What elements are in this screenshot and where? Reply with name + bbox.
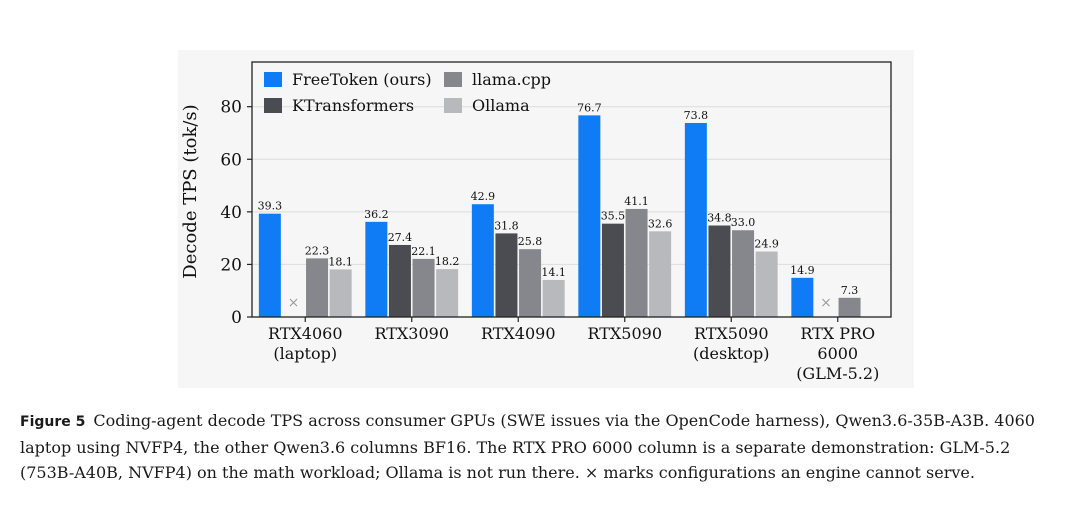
data-label: 35.5 bbox=[601, 210, 626, 223]
y-tick-label: 60 bbox=[220, 150, 242, 170]
y-axis-label: Decode TPS (tok/s) bbox=[180, 104, 201, 278]
bar-freetoken-ours bbox=[471, 204, 494, 317]
legend-label: KTransformers bbox=[292, 96, 414, 115]
x-tick-label: RTX5090 bbox=[694, 324, 769, 343]
data-label: 32.6 bbox=[648, 217, 673, 230]
legend-swatch bbox=[264, 72, 282, 87]
data-label: 25.8 bbox=[518, 235, 543, 248]
bar-freetoken-ours bbox=[791, 277, 814, 317]
legend-label: FreeToken (ours) bbox=[292, 70, 432, 89]
x-tick-label: 6000 bbox=[817, 344, 858, 363]
bar-llama-cpp bbox=[838, 297, 861, 317]
bar-ollama bbox=[436, 269, 459, 317]
legend-swatch bbox=[444, 98, 462, 113]
x-tick-label: RTX3090 bbox=[374, 324, 449, 343]
x-tick-label: (laptop) bbox=[273, 344, 337, 363]
bar-ktransformers bbox=[495, 233, 518, 317]
data-label: 22.1 bbox=[411, 245, 436, 258]
bar-llama-cpp bbox=[732, 230, 755, 317]
x-tick-label: RTX4090 bbox=[481, 324, 556, 343]
bar-ktransformers bbox=[708, 225, 731, 317]
bar-freetoken-ours bbox=[365, 221, 388, 317]
data-label: 36.2 bbox=[364, 208, 389, 221]
figure-panel: 39.3 36.2 42.9 76.7 73.8 14.9 27.4 31.8 35.5 34.8… bbox=[178, 50, 914, 388]
bar-freetoken-ours bbox=[258, 213, 281, 317]
y-tick-label: 20 bbox=[220, 255, 242, 275]
data-label: 42.9 bbox=[471, 190, 496, 203]
data-label: 24.9 bbox=[754, 238, 779, 251]
bar-ollama bbox=[542, 279, 565, 317]
data-label: 73.8 bbox=[684, 109, 709, 122]
bar-llama-cpp bbox=[625, 208, 648, 317]
data-label: 18.1 bbox=[328, 255, 353, 268]
bar-freetoken-ours bbox=[578, 115, 601, 317]
figure-label: Figure 5 bbox=[20, 414, 86, 430]
y-tick-label: 40 bbox=[220, 203, 242, 223]
data-label: 33.0 bbox=[731, 216, 756, 229]
data-label: 7.3 bbox=[841, 284, 859, 297]
data-label: 41.1 bbox=[624, 195, 649, 208]
legend-label: Ollama bbox=[472, 96, 530, 115]
bar-ollama bbox=[329, 269, 352, 317]
bar-llama-cpp bbox=[519, 249, 542, 317]
legend-label: llama.cpp bbox=[472, 70, 551, 89]
y-tick-label: 0 bbox=[231, 308, 242, 328]
unserved-marker: × bbox=[288, 295, 300, 311]
bar-llama-cpp bbox=[412, 258, 435, 317]
data-label: 76.7 bbox=[577, 101, 602, 114]
bar-llama-cpp bbox=[306, 258, 329, 317]
bar-ktransformers bbox=[388, 244, 411, 317]
data-label: 18.2 bbox=[435, 255, 460, 268]
x-tick-label: RTX4060 bbox=[268, 324, 343, 343]
data-label: 14.9 bbox=[790, 264, 815, 277]
data-label: 14.1 bbox=[541, 266, 566, 279]
bar-ktransformers bbox=[601, 223, 624, 317]
unserved-marker: × bbox=[820, 295, 832, 311]
data-label: 31.8 bbox=[494, 219, 519, 232]
bar-freetoken-ours bbox=[684, 122, 707, 318]
legend-swatch bbox=[264, 98, 282, 113]
x-tick-label: (desktop) bbox=[693, 344, 769, 363]
figure-caption: Figure 5 Coding-agent decode TPS across c… bbox=[20, 408, 1060, 485]
bar-ollama bbox=[649, 231, 672, 317]
x-tick-label: (GLM-5.2) bbox=[796, 364, 879, 383]
data-label: 22.3 bbox=[305, 244, 330, 257]
y-tick-label: 80 bbox=[220, 98, 242, 118]
bar-ollama bbox=[755, 251, 778, 317]
caption-text: Coding-agent decode TPS across consumer … bbox=[20, 411, 1035, 482]
data-label: 34.8 bbox=[707, 212, 732, 225]
plot-frame bbox=[251, 61, 892, 318]
data-label: 39.3 bbox=[258, 200, 283, 213]
x-tick-label: RTX PRO bbox=[800, 324, 875, 343]
x-tick-label: RTX5090 bbox=[587, 324, 662, 343]
bar-chart: 39.3 36.2 42.9 76.7 73.8 14.9 27.4 31.8 35.5 34.8… bbox=[180, 61, 892, 383]
data-label: 27.4 bbox=[388, 231, 413, 244]
legend-swatch bbox=[444, 72, 462, 87]
